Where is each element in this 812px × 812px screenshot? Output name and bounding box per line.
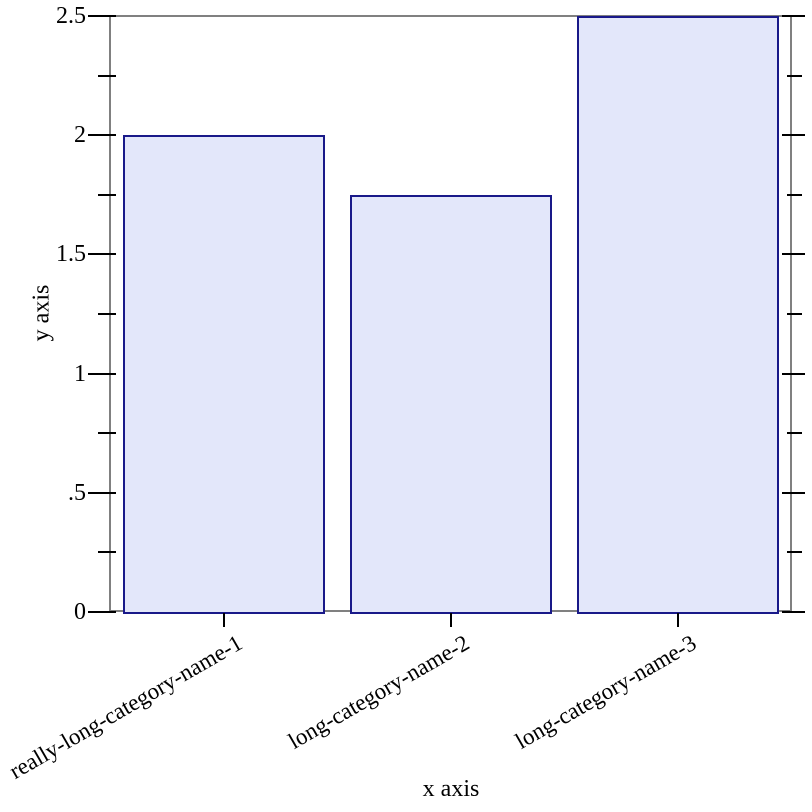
y-tick-label: .5 xyxy=(68,480,86,506)
y-minor-tick-right xyxy=(787,551,802,553)
x-axis-title: x axis xyxy=(422,776,480,802)
y-minor-tick xyxy=(98,75,116,77)
y-major-tick-right xyxy=(782,134,805,136)
y-tick-label: 2.5 xyxy=(56,3,86,29)
x-tick-label: long-category-name-3 xyxy=(511,630,701,754)
y-minor-tick-right xyxy=(787,313,802,315)
y-minor-tick-right xyxy=(787,432,802,434)
y-major-tick-right xyxy=(782,253,805,255)
y-tick-label: 1.5 xyxy=(56,241,86,267)
x-tick xyxy=(450,613,452,627)
y-minor-tick xyxy=(98,551,116,553)
y-tick-label: 1 xyxy=(74,361,86,387)
x-tick-label: long-category-name-2 xyxy=(284,630,474,754)
y-major-tick xyxy=(88,492,116,494)
x-tick xyxy=(223,613,225,627)
y-major-tick xyxy=(88,134,116,136)
y-minor-tick xyxy=(98,313,116,315)
y-major-tick-right xyxy=(782,373,805,375)
y-major-tick xyxy=(88,611,116,613)
bar-really-long-category-name-1 xyxy=(123,135,325,614)
y-minor-tick-right xyxy=(787,194,802,196)
y-minor-tick xyxy=(98,432,116,434)
y-minor-tick-right xyxy=(787,75,802,77)
y-major-tick-right xyxy=(782,15,805,17)
y-major-tick xyxy=(88,253,116,255)
y-minor-tick xyxy=(98,194,116,196)
top-border-line xyxy=(109,15,792,17)
y-major-tick-right xyxy=(782,611,805,613)
y-axis-title: y axis xyxy=(28,284,55,342)
y-major-tick xyxy=(88,373,116,375)
y-major-tick xyxy=(88,15,116,17)
x-tick-label: really-long-category-name-1 xyxy=(5,630,247,784)
bar-long-category-name-2 xyxy=(350,195,552,614)
y-tick-label: 2 xyxy=(74,122,86,148)
y-major-tick-right xyxy=(782,492,805,494)
y-tick-label: 0 xyxy=(74,599,86,625)
x-tick xyxy=(677,613,679,627)
bar-long-category-name-3 xyxy=(577,16,779,614)
